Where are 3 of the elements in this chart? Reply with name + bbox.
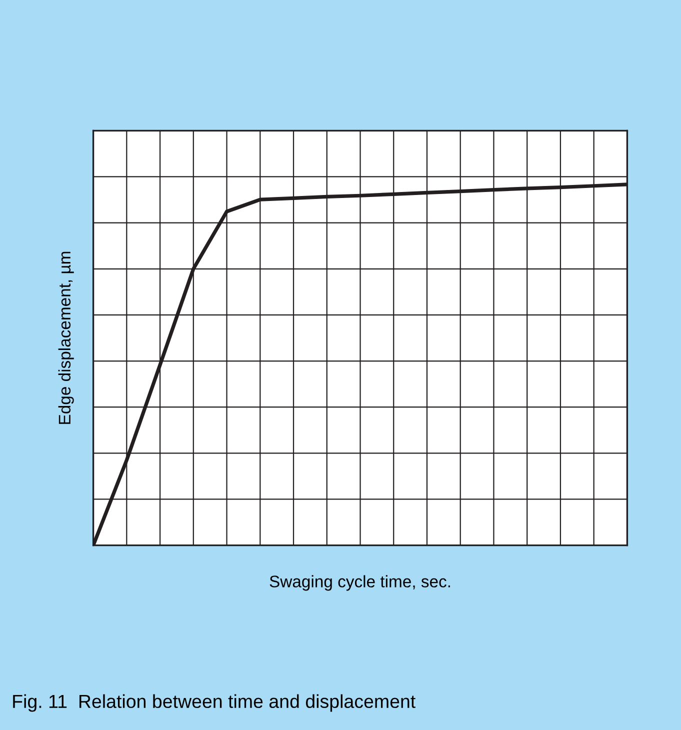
y-axis-title: Edge displacement, µm bbox=[58, 252, 74, 424]
x-axis-title: Swaging cycle time, sec. bbox=[270, 575, 450, 591]
caption: Fig. 11 Relation between time and displacement bbox=[13, 694, 416, 712]
